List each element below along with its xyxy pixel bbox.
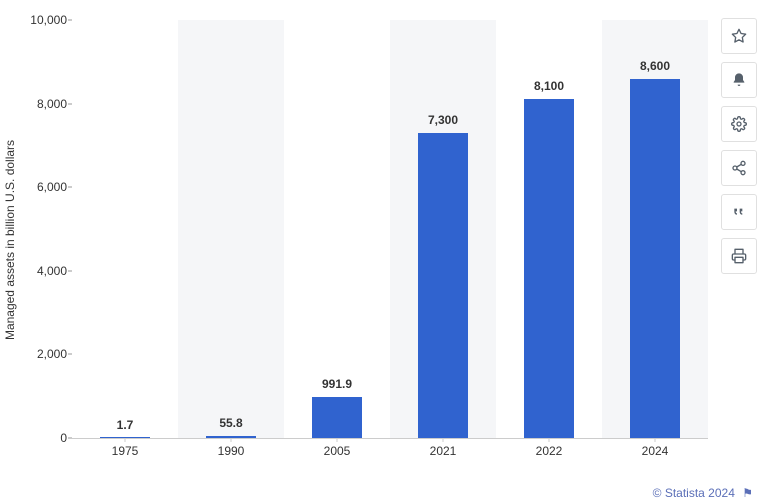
y-tick-label: 10,000 bbox=[30, 13, 67, 27]
x-tick-label: 2024 bbox=[642, 444, 669, 458]
y-tick-label: 6,000 bbox=[37, 180, 67, 194]
alt-band bbox=[178, 20, 284, 438]
x-tick-mark bbox=[549, 438, 550, 442]
flag-icon: ⚑ bbox=[742, 486, 753, 500]
print-button[interactable] bbox=[721, 238, 757, 274]
x-tick-mark bbox=[655, 438, 656, 442]
bar-value-label: 7,300 bbox=[428, 113, 458, 127]
plot-area: 1.7 55.8 991.9 7,300 8,100 8,600 bbox=[72, 20, 708, 438]
gear-icon bbox=[731, 116, 747, 132]
bar[interactable] bbox=[524, 99, 575, 438]
x-tick-mark bbox=[443, 438, 444, 442]
y-tick-mark bbox=[68, 20, 72, 21]
share-button[interactable] bbox=[721, 150, 757, 186]
y-tick-mark bbox=[68, 103, 72, 104]
x-tick-mark bbox=[125, 438, 126, 442]
y-tick-mark bbox=[68, 270, 72, 271]
bell-icon bbox=[731, 72, 747, 88]
attribution-text: © Statista 2024 bbox=[653, 486, 735, 500]
x-tick-label: 2005 bbox=[324, 444, 351, 458]
x-tick-mark bbox=[337, 438, 338, 442]
bar[interactable] bbox=[630, 79, 681, 438]
y-tick-mark bbox=[68, 354, 72, 355]
favorite-button[interactable] bbox=[721, 18, 757, 54]
bar-value-label: 55.8 bbox=[219, 416, 242, 430]
y-axis-title: Managed assets in billion U.S. dollars bbox=[3, 140, 17, 340]
y-tick-label: 8,000 bbox=[37, 97, 67, 111]
share-icon bbox=[731, 160, 747, 176]
baseline bbox=[72, 438, 708, 439]
bar[interactable] bbox=[418, 133, 469, 438]
x-tick-label: 1990 bbox=[218, 444, 245, 458]
star-icon bbox=[731, 28, 747, 44]
y-tick-label: 0 bbox=[60, 431, 67, 445]
bar-value-label: 1.7 bbox=[117, 418, 134, 432]
x-tick-label: 2022 bbox=[536, 444, 563, 458]
x-tick-label: 2021 bbox=[430, 444, 457, 458]
citation-button[interactable] bbox=[721, 194, 757, 230]
y-tick-label: 4,000 bbox=[37, 264, 67, 278]
bar[interactable] bbox=[312, 397, 363, 438]
y-tick-label: 2,000 bbox=[37, 347, 67, 361]
y-tick-mark bbox=[68, 438, 72, 439]
bar-value-label: 8,600 bbox=[640, 59, 670, 73]
y-tick-mark bbox=[68, 187, 72, 188]
bar-value-label: 8,100 bbox=[534, 79, 564, 93]
print-icon bbox=[731, 248, 747, 264]
attribution[interactable]: © Statista 2024 ⚑ bbox=[653, 486, 753, 500]
settings-button[interactable] bbox=[721, 106, 757, 142]
quote-icon bbox=[731, 204, 747, 220]
notify-button[interactable] bbox=[721, 62, 757, 98]
x-tick-mark bbox=[231, 438, 232, 442]
side-toolbar bbox=[721, 18, 757, 282]
x-tick-label: 1975 bbox=[112, 444, 139, 458]
chart-container: Managed assets in billion U.S. dollars 1… bbox=[0, 0, 769, 504]
bar-value-label: 991.9 bbox=[322, 377, 352, 391]
